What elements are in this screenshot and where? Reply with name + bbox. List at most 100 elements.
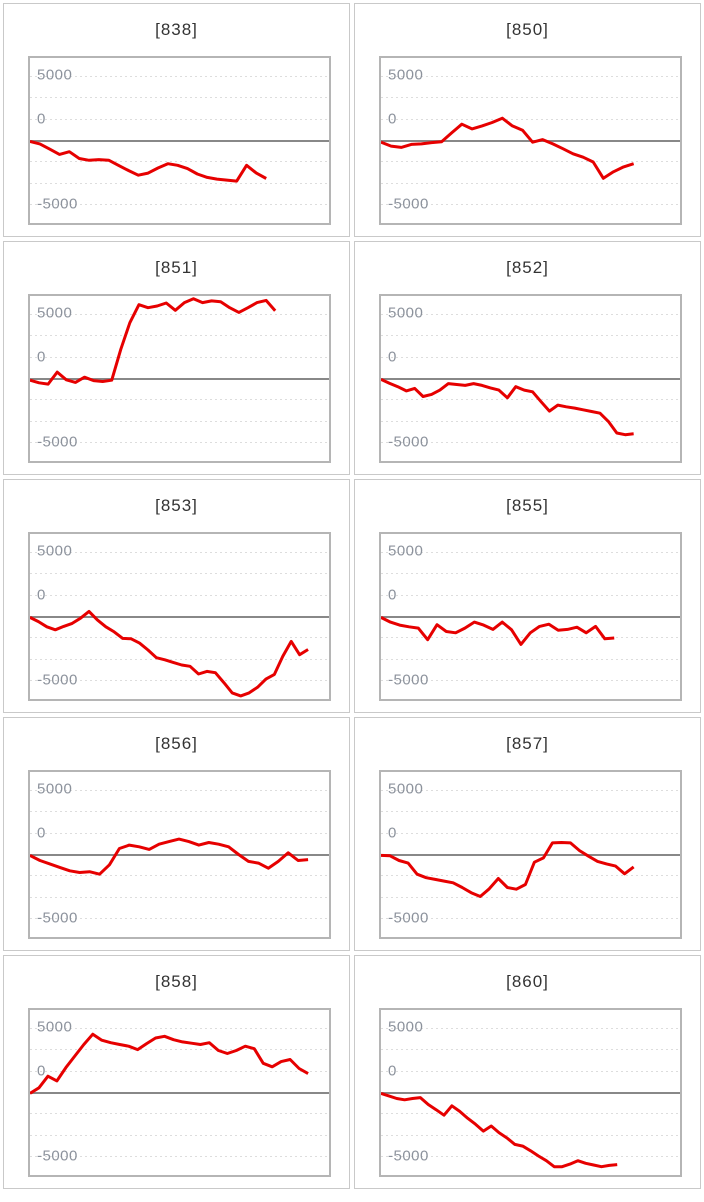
gridline bbox=[30, 161, 329, 163]
y-axis-label: -5000 bbox=[37, 671, 78, 689]
y-axis-label: -5000 bbox=[37, 195, 78, 213]
gridline bbox=[381, 875, 680, 877]
gridline bbox=[30, 420, 329, 422]
slump-line-canvas bbox=[30, 297, 277, 386]
slump-line-canvas bbox=[381, 616, 615, 646]
gridline bbox=[30, 356, 329, 358]
gridline bbox=[30, 811, 329, 813]
gridline bbox=[381, 97, 680, 99]
gridline bbox=[30, 97, 329, 99]
gridline bbox=[381, 118, 680, 120]
zero-line bbox=[381, 1091, 680, 1094]
y-axis-label: 5000 bbox=[37, 66, 73, 83]
gridline bbox=[381, 1134, 680, 1136]
y-axis-label: 5000 bbox=[37, 1018, 73, 1035]
y-axis-label: 5000 bbox=[37, 304, 73, 321]
machine-chart-card: [853] 5000 0 -5000 bbox=[3, 479, 350, 713]
machine-number-title: [856] bbox=[155, 734, 198, 753]
y-axis-label: 0 bbox=[388, 1062, 397, 1080]
gridline bbox=[30, 594, 329, 596]
gridline bbox=[30, 551, 329, 553]
gridline bbox=[30, 335, 329, 337]
machine-chart-card: [857] 5000 0 -5000 bbox=[354, 717, 701, 951]
gridline bbox=[30, 918, 329, 920]
machine-number-title: [853] bbox=[155, 496, 198, 515]
gridline bbox=[381, 594, 680, 596]
gridline bbox=[30, 1049, 329, 1051]
y-axis-label: 0 bbox=[388, 110, 397, 128]
gridline bbox=[381, 161, 680, 163]
slump-line-canvas bbox=[381, 116, 635, 180]
slump-line-canvas bbox=[381, 1091, 618, 1169]
zero-line bbox=[30, 377, 329, 380]
zero-line bbox=[381, 377, 680, 380]
slump-line bbox=[381, 616, 615, 646]
slump-line bbox=[381, 1091, 618, 1169]
gridline bbox=[30, 182, 329, 184]
gridline bbox=[381, 832, 680, 834]
machine-chart-card: [850] 5000 0 -5000 bbox=[354, 3, 701, 237]
slump-graph-plot: 5000 0 -5000 bbox=[379, 56, 682, 225]
gridline bbox=[381, 420, 680, 422]
y-axis-label: -5000 bbox=[388, 433, 429, 451]
y-axis-label: 5000 bbox=[388, 304, 424, 321]
slump-graph-plot: 5000 0 -5000 bbox=[379, 532, 682, 701]
machine-number-title: [860] bbox=[506, 972, 549, 991]
machine-chart-card: [855] 5000 0 -5000 bbox=[354, 479, 701, 713]
y-axis-label: 0 bbox=[37, 110, 46, 128]
gridline bbox=[30, 313, 329, 315]
y-axis-label: -5000 bbox=[37, 433, 78, 451]
machine-chart-card: [858] 5000 0 -5000 bbox=[3, 955, 350, 1189]
y-axis-label: 0 bbox=[388, 824, 397, 842]
machine-chart-card: [852] 5000 0 -5000 bbox=[354, 241, 701, 475]
gridline bbox=[30, 875, 329, 877]
y-axis-label: -5000 bbox=[37, 909, 78, 927]
slump-graph-plot: 5000 0 -5000 bbox=[379, 294, 682, 463]
slump-line bbox=[30, 1032, 309, 1095]
y-axis-label: 5000 bbox=[37, 542, 73, 559]
gridline bbox=[381, 204, 680, 206]
gridline bbox=[381, 1049, 680, 1051]
zero-line bbox=[381, 615, 680, 618]
gridline bbox=[381, 811, 680, 813]
gridline bbox=[30, 658, 329, 660]
slump-line-canvas bbox=[381, 378, 634, 437]
chart-grid: [838] 5000 0 -5000 [850] 5000 0 -5000 [851] 5000 0… bbox=[3, 3, 701, 1189]
y-axis-label: 0 bbox=[37, 824, 46, 842]
y-axis-label: 5000 bbox=[388, 780, 424, 797]
slump-line-canvas bbox=[30, 139, 267, 183]
slump-line bbox=[30, 837, 309, 876]
machine-chart-card: [860] 5000 0 -5000 bbox=[354, 955, 701, 1189]
machine-number-title: [857] bbox=[506, 734, 549, 753]
zero-line bbox=[381, 853, 680, 856]
gridline bbox=[30, 789, 329, 791]
y-axis-label: 5000 bbox=[37, 780, 73, 797]
gridline bbox=[381, 442, 680, 444]
machine-number-title: [852] bbox=[506, 258, 549, 277]
gridline bbox=[30, 1113, 329, 1115]
gridline bbox=[30, 637, 329, 639]
y-axis-label: 0 bbox=[388, 586, 397, 604]
machine-number-title: [855] bbox=[506, 496, 549, 515]
y-axis-label: 0 bbox=[37, 348, 46, 366]
gridline bbox=[30, 680, 329, 682]
slump-line bbox=[30, 139, 267, 183]
gridline bbox=[381, 335, 680, 337]
slump-graph-plot: 5000 0 -5000 bbox=[28, 56, 331, 225]
machine-chart-card: [856] 5000 0 -5000 bbox=[3, 717, 350, 951]
gridline bbox=[30, 896, 329, 898]
gridline bbox=[30, 573, 329, 575]
gridline bbox=[381, 1027, 680, 1029]
zero-line bbox=[30, 139, 329, 142]
gridline bbox=[30, 399, 329, 401]
gridline bbox=[381, 182, 680, 184]
slump-line-canvas bbox=[381, 841, 635, 898]
gridline bbox=[30, 832, 329, 834]
gridline bbox=[381, 1070, 680, 1072]
y-axis-label: -5000 bbox=[388, 909, 429, 927]
slump-graph-plot: 5000 0 -5000 bbox=[379, 1008, 682, 1177]
gridline bbox=[381, 75, 680, 77]
gridline bbox=[30, 1134, 329, 1136]
y-axis-label: 0 bbox=[37, 1062, 46, 1080]
